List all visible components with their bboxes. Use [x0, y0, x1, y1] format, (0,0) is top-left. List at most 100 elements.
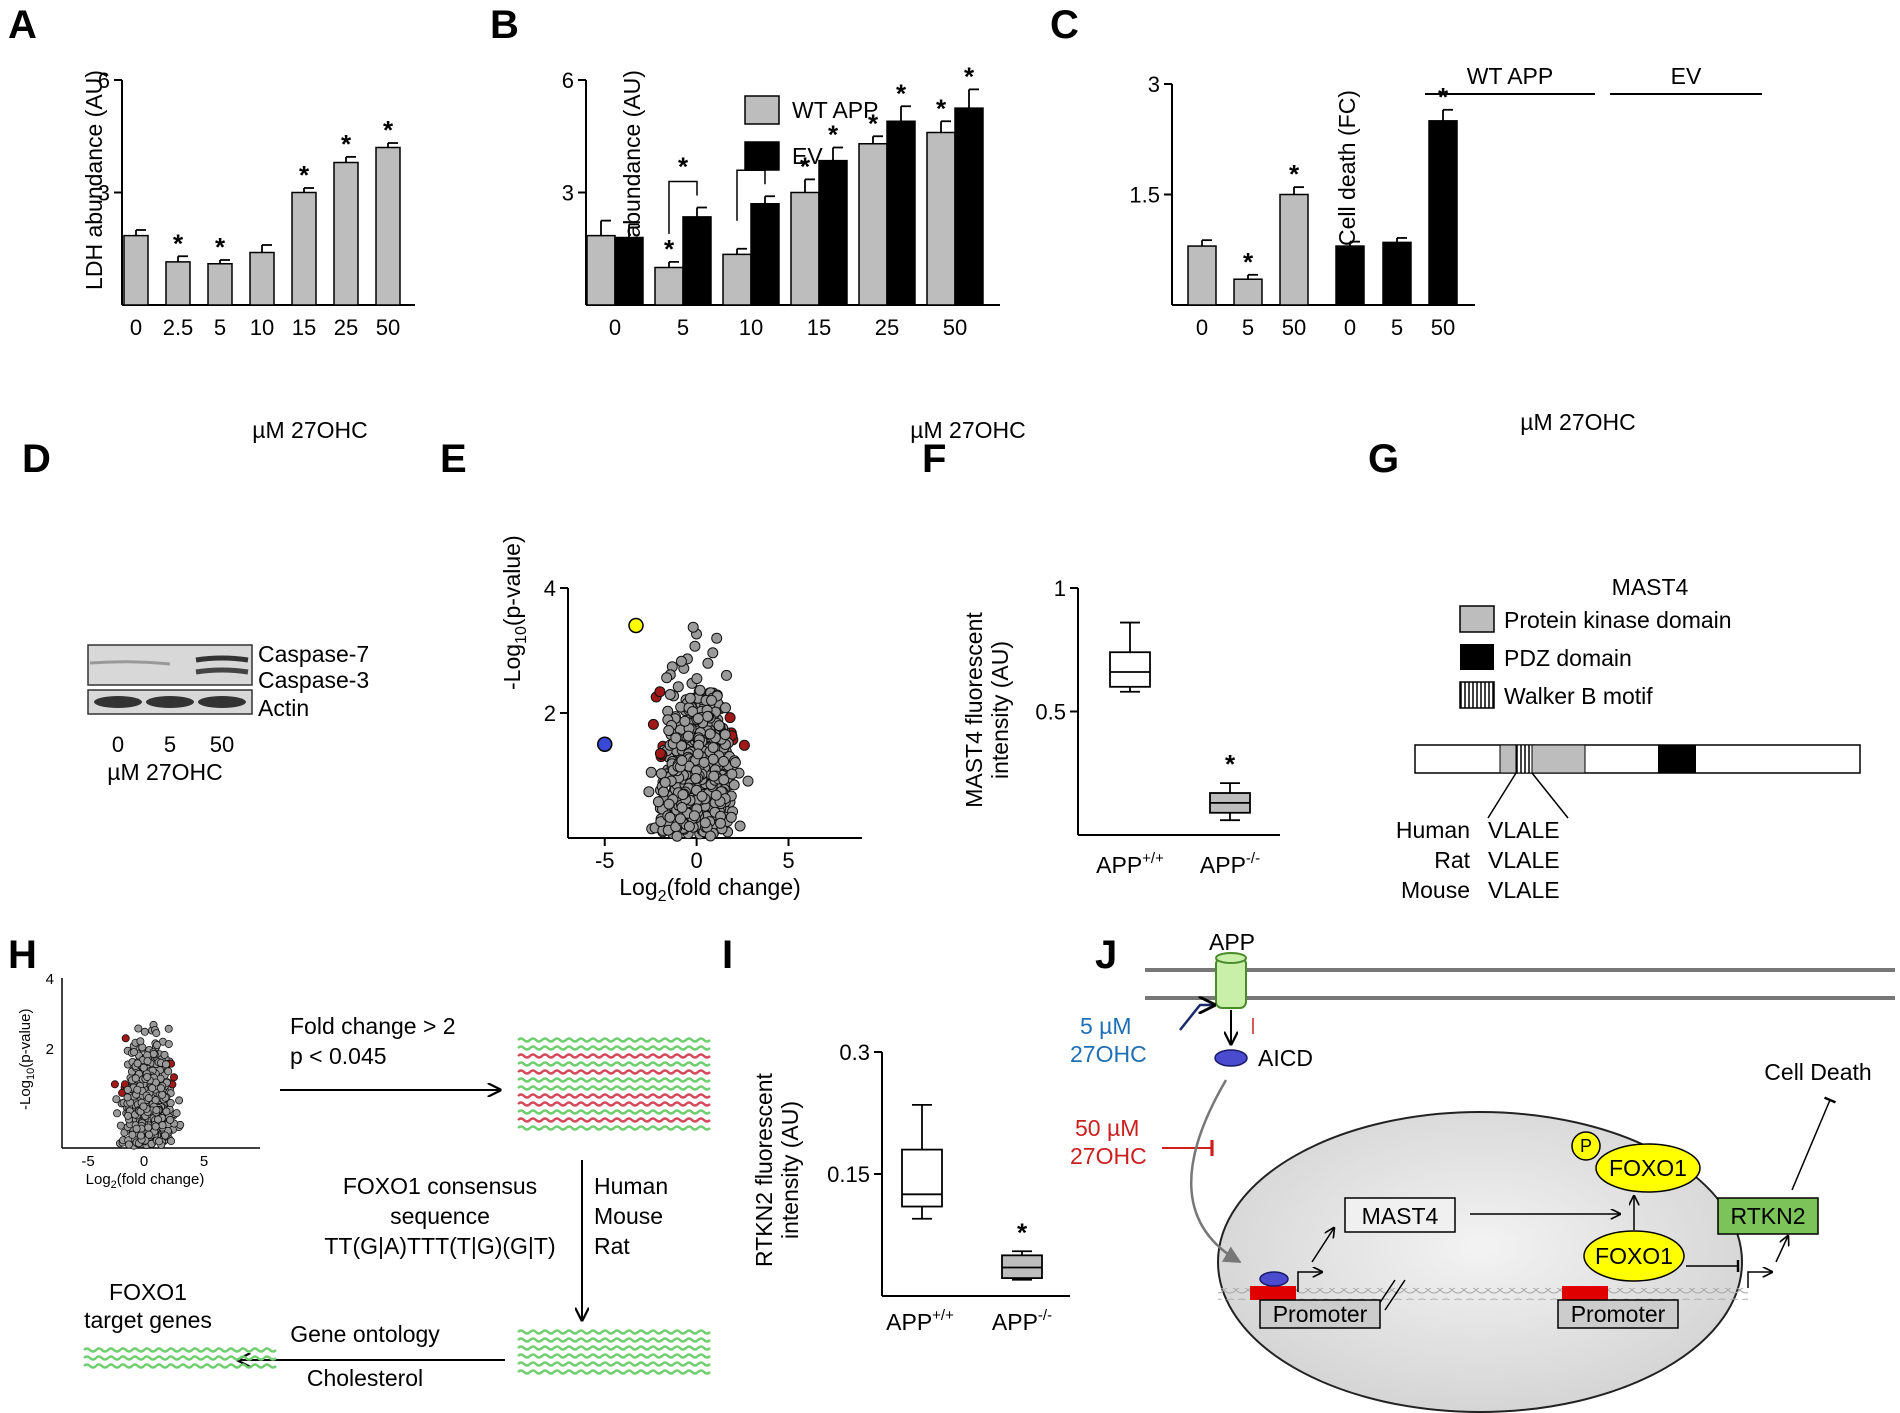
- h-mini-point: [136, 1131, 145, 1140]
- i-cat-2: APP-/-: [992, 1307, 1052, 1335]
- e-point: [728, 779, 740, 791]
- e-point: [672, 681, 684, 693]
- h-step3-line2: Cholesterol: [307, 1365, 423, 1391]
- e-point: [710, 789, 722, 801]
- j-dose5-line2: 27OHC: [1070, 1041, 1147, 1067]
- a-ylabel: LDH abundance (AU): [81, 70, 107, 290]
- a-6-bar: [375, 146, 401, 306]
- h-gene-row: [517, 1345, 711, 1351]
- e-point: [702, 710, 714, 722]
- e-point: [715, 817, 726, 829]
- h-mini-point: [140, 1027, 149, 1036]
- i-box-0: [901, 1148, 943, 1208]
- h-gene-row: [517, 1109, 711, 1115]
- h-step3-line1: Gene ontology: [290, 1321, 440, 1347]
- g-title: MAST4: [1612, 574, 1689, 600]
- j-arrow-aicd-nucleus: [1190, 1079, 1242, 1264]
- j-app-label: APP: [1209, 929, 1255, 955]
- e-point: [690, 773, 702, 784]
- b-xtick-label: 15: [807, 315, 831, 340]
- panel-label-i: I: [722, 933, 733, 977]
- a-xtick-label: 50: [376, 315, 400, 340]
- e-ylabel: -Log10(p-value): [499, 535, 530, 690]
- blot-lane-50: 50: [210, 732, 234, 757]
- j-foxo1-phospho: [1595, 1143, 1701, 1193]
- j-dose5-line1: 5 µM: [1080, 1013, 1132, 1039]
- b-xtick-label: 0: [609, 315, 621, 340]
- h-mini-point-significant: [110, 1080, 119, 1089]
- c-xtick-label: 50: [1431, 315, 1455, 340]
- g-legend-swatch-pdz: [1460, 644, 1494, 670]
- j-dose50-line1: 50 µM: [1075, 1115, 1139, 1141]
- h-mini-point: [164, 1067, 173, 1076]
- e-point: [676, 755, 688, 766]
- g-species-human: Human: [1396, 817, 1470, 843]
- h-mini-point: [116, 1121, 125, 1130]
- g-legend-kinase: Protein kinase domain: [1504, 607, 1732, 633]
- e-point: [658, 786, 669, 798]
- e-point-significant: [738, 739, 750, 751]
- j-inhibit-rtkn2-death: [1791, 1096, 1836, 1191]
- blot-lane-5: 5: [164, 732, 176, 757]
- b-legend-wt: WT APP: [792, 97, 879, 123]
- panel-label-c: C: [1050, 3, 1079, 47]
- e-point: [691, 673, 703, 685]
- j-foxo1-phospho-label: FOXO1: [1609, 1155, 1687, 1181]
- j-dna: [1218, 1288, 1748, 1300]
- h-mini-point: [144, 1123, 153, 1132]
- j-foxo1-bound: [1583, 1230, 1685, 1282]
- h-mini-xtick-5: 5: [200, 1153, 208, 1170]
- b-ev-2-bar: [750, 203, 780, 306]
- e-point: [698, 756, 710, 768]
- g-legend-walker: Walker B motif: [1504, 683, 1653, 709]
- h-gene-row: [517, 1353, 711, 1359]
- h-gene-row: [83, 1363, 277, 1369]
- e-point: [683, 820, 695, 832]
- h-mini-point: [136, 1037, 145, 1046]
- chart-a: LDH abundance (AU) µM 27OHC 3 6 0 * 2.5 * 5 10 *…: [81, 68, 415, 443]
- h-mini-point: [166, 1099, 175, 1108]
- h-mini-point: [143, 1073, 152, 1082]
- e-point: [711, 632, 723, 644]
- model-panel: APP 5 µM 27OHC AICD 50 µM 27OHC Promoter…: [1070, 929, 1895, 1413]
- h-gene-row: [517, 1045, 711, 1051]
- h-mini-point: [124, 1111, 133, 1120]
- a-4-significance: *: [299, 160, 310, 190]
- e-highlight-blue: [597, 736, 613, 752]
- e-point: [675, 655, 687, 667]
- h-mini-point: [161, 1131, 170, 1140]
- g-motif-rat: VLALE: [1488, 847, 1560, 873]
- e-point: [676, 802, 688, 813]
- h-gene-row: [83, 1347, 277, 1353]
- h-mini-point: [156, 1084, 165, 1093]
- a-1-significance: *: [173, 228, 184, 258]
- h-mini-ytick-4: 4: [46, 971, 54, 988]
- e-point: [726, 768, 738, 780]
- c-xlabel: µM 27OHC: [1520, 409, 1636, 435]
- g-legend-swatch-kinase: [1459, 605, 1495, 633]
- j-arrow-to-rtkn2: [1775, 1236, 1788, 1263]
- c-xtick-label: 5: [1391, 315, 1403, 340]
- c-ev-1-bar: [1382, 241, 1412, 306]
- e-point: [661, 672, 673, 684]
- g-pdz-domain: [1658, 745, 1696, 773]
- e-point: [677, 789, 689, 801]
- e-point: [721, 669, 732, 681]
- a-ytick-label: 6: [98, 68, 110, 93]
- c-group-wt: WT APP: [1467, 63, 1554, 89]
- j-app-receptor-top: [1215, 952, 1247, 964]
- h-step1-line2: p < 0.045: [290, 1043, 387, 1069]
- b-legend-swatch-ev: [744, 141, 780, 171]
- f-ytick-label: 0.5: [1035, 700, 1066, 725]
- a-5-bar: [333, 161, 359, 306]
- a-2-bar: [207, 263, 233, 306]
- h-mini-point: [160, 1050, 169, 1059]
- h-mini-point: [153, 1115, 162, 1124]
- b-legend-ev: EV: [792, 143, 823, 169]
- h-mini-point: [132, 1124, 141, 1133]
- e-point: [719, 729, 731, 741]
- h-mini-point-significant: [169, 1073, 178, 1082]
- blot-lane-0: 0: [112, 732, 124, 757]
- j-arrow-5um: [1179, 1005, 1214, 1031]
- panel-label-b: B: [490, 3, 519, 47]
